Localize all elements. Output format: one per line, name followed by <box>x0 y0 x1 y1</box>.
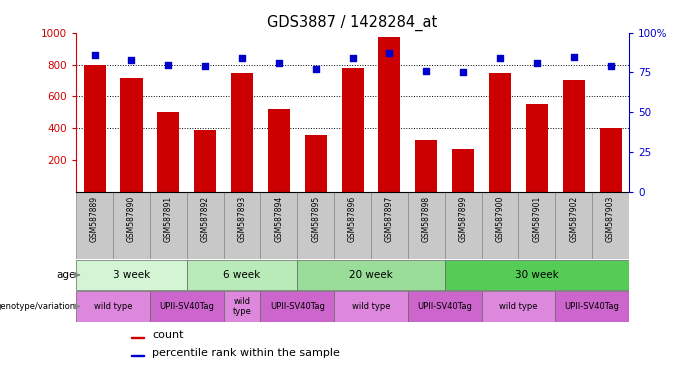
Text: GSM587896: GSM587896 <box>348 196 357 242</box>
Point <box>421 68 432 74</box>
Point <box>126 57 137 63</box>
FancyBboxPatch shape <box>260 291 334 321</box>
FancyBboxPatch shape <box>481 291 556 321</box>
Point <box>605 63 616 69</box>
Point <box>347 55 358 61</box>
Bar <box>84 65 105 192</box>
FancyBboxPatch shape <box>187 192 224 259</box>
FancyBboxPatch shape <box>76 291 150 321</box>
Bar <box>489 73 511 192</box>
FancyBboxPatch shape <box>445 192 481 259</box>
Point <box>494 55 505 61</box>
Bar <box>415 140 437 192</box>
Text: GSM587889: GSM587889 <box>90 196 99 242</box>
Text: GSM587890: GSM587890 <box>127 196 136 242</box>
FancyBboxPatch shape <box>224 192 260 259</box>
FancyBboxPatch shape <box>371 192 408 259</box>
Point <box>310 66 321 72</box>
Bar <box>231 73 253 192</box>
Text: UPII-SV40Tag: UPII-SV40Tag <box>564 302 619 311</box>
FancyBboxPatch shape <box>187 260 297 290</box>
Bar <box>341 68 364 192</box>
Text: GSM587893: GSM587893 <box>237 196 247 242</box>
Bar <box>120 78 143 192</box>
Bar <box>268 109 290 192</box>
Text: 6 week: 6 week <box>224 270 260 280</box>
Bar <box>562 79 585 192</box>
Bar <box>452 149 474 192</box>
Point <box>163 61 174 68</box>
FancyBboxPatch shape <box>592 192 629 259</box>
Text: GSM587900: GSM587900 <box>496 196 505 242</box>
Text: age: age <box>56 270 75 280</box>
Text: GSM587895: GSM587895 <box>311 196 320 242</box>
Text: GSM587897: GSM587897 <box>385 196 394 242</box>
Bar <box>194 130 216 192</box>
Text: GSM587898: GSM587898 <box>422 196 431 242</box>
FancyBboxPatch shape <box>518 192 556 259</box>
Point <box>458 70 469 76</box>
Text: wild type: wild type <box>352 302 390 311</box>
FancyBboxPatch shape <box>150 192 187 259</box>
Text: 30 week: 30 week <box>515 270 559 280</box>
Text: wild type: wild type <box>94 302 133 311</box>
Point <box>237 55 248 61</box>
Text: GSM587903: GSM587903 <box>606 196 615 242</box>
Bar <box>131 355 143 356</box>
FancyBboxPatch shape <box>481 192 518 259</box>
Text: UPII-SV40Tag: UPII-SV40Tag <box>159 302 214 311</box>
FancyBboxPatch shape <box>260 192 297 259</box>
Text: GSM587901: GSM587901 <box>532 196 541 242</box>
Point <box>200 63 211 69</box>
Point <box>568 53 579 60</box>
FancyBboxPatch shape <box>556 291 629 321</box>
Bar <box>131 337 143 338</box>
FancyBboxPatch shape <box>445 260 629 290</box>
Text: percentile rank within the sample: percentile rank within the sample <box>152 348 340 358</box>
Text: count: count <box>152 330 184 340</box>
FancyBboxPatch shape <box>297 192 334 259</box>
FancyBboxPatch shape <box>408 291 481 321</box>
Point <box>384 50 395 56</box>
Bar <box>378 36 401 192</box>
FancyBboxPatch shape <box>76 260 187 290</box>
Text: UPII-SV40Tag: UPII-SV40Tag <box>418 302 472 311</box>
Text: UPII-SV40Tag: UPII-SV40Tag <box>270 302 325 311</box>
FancyBboxPatch shape <box>334 291 408 321</box>
FancyBboxPatch shape <box>150 291 224 321</box>
Text: wild type: wild type <box>499 302 538 311</box>
Bar <box>305 136 327 192</box>
FancyBboxPatch shape <box>297 260 445 290</box>
Title: GDS3887 / 1428284_at: GDS3887 / 1428284_at <box>267 15 438 31</box>
Text: 20 week: 20 week <box>349 270 393 280</box>
FancyBboxPatch shape <box>113 192 150 259</box>
Text: 3 week: 3 week <box>113 270 150 280</box>
FancyBboxPatch shape <box>334 192 371 259</box>
FancyBboxPatch shape <box>408 192 445 259</box>
Bar <box>526 104 548 192</box>
Bar <box>157 112 180 192</box>
FancyBboxPatch shape <box>556 192 592 259</box>
Text: wild
type: wild type <box>233 297 252 316</box>
Text: GSM587891: GSM587891 <box>164 196 173 242</box>
Text: GSM587899: GSM587899 <box>458 196 468 242</box>
Point <box>532 60 543 66</box>
Point <box>273 60 284 66</box>
Text: GSM587892: GSM587892 <box>201 196 209 242</box>
Text: genotype/variation: genotype/variation <box>0 302 75 311</box>
FancyBboxPatch shape <box>224 291 260 321</box>
Text: GSM587894: GSM587894 <box>274 196 284 242</box>
FancyBboxPatch shape <box>76 192 113 259</box>
Bar <box>600 128 622 192</box>
Text: GSM587902: GSM587902 <box>569 196 578 242</box>
Point <box>89 52 100 58</box>
